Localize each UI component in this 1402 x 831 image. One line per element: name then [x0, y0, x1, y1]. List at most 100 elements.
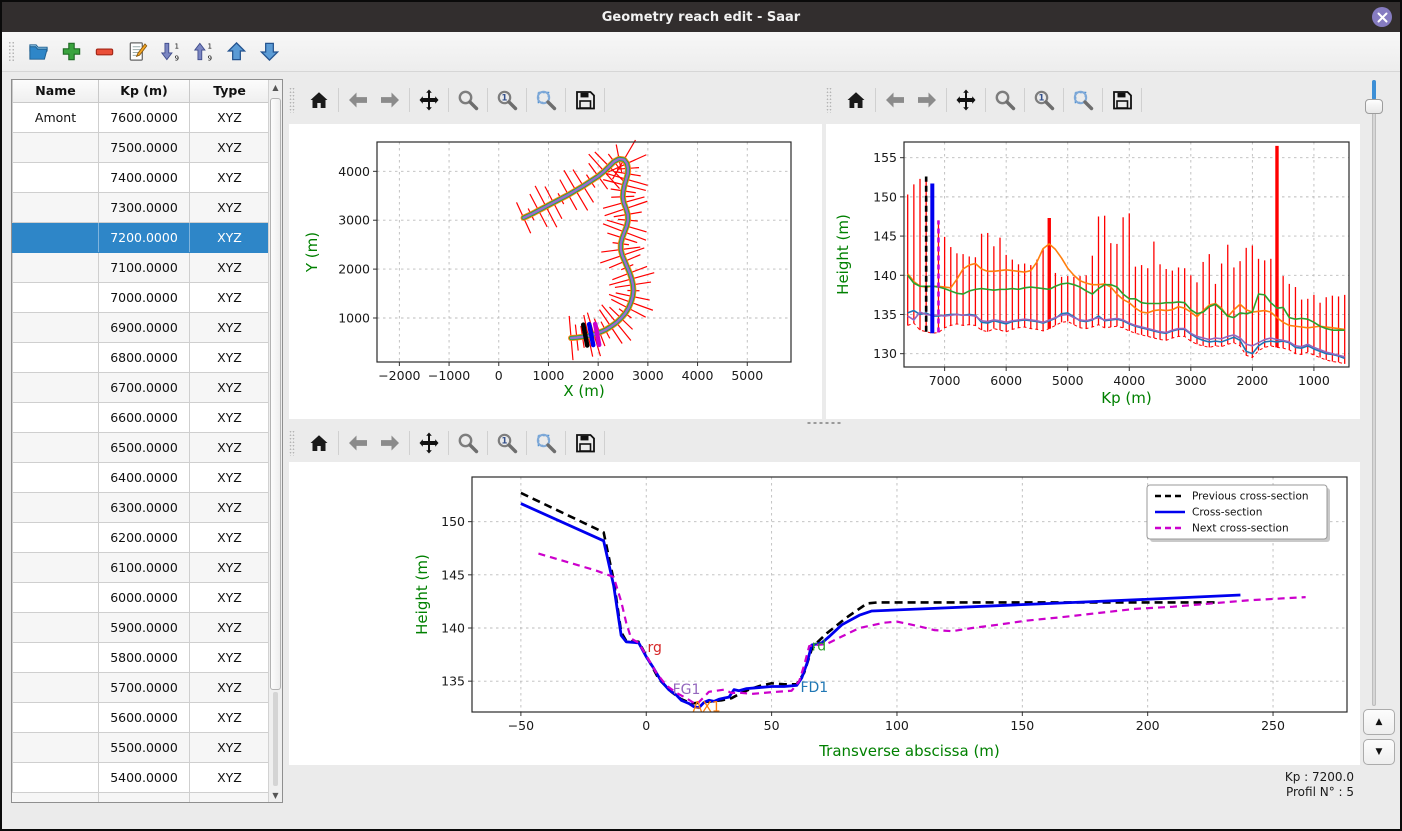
close-button[interactable]	[1372, 7, 1392, 27]
table-row[interactable]: 7100.0000 XYZ	[12, 251, 270, 283]
scroll-down-icon[interactable]: ▼	[272, 790, 279, 800]
svg-text:140: 140	[441, 620, 465, 635]
table-row[interactable]: 6100.0000 XYZ	[12, 551, 270, 583]
forward-button[interactable]	[374, 85, 406, 115]
table-row[interactable]: 5800.0000 XYZ	[12, 641, 270, 673]
table-row[interactable]: 7300.0000 XYZ	[12, 191, 270, 223]
table-row[interactable]: 6700.0000 XYZ	[12, 371, 270, 403]
edit-button[interactable]	[122, 37, 152, 67]
svg-text:1: 1	[174, 42, 179, 51]
table-row[interactable]: 7200.0000 XYZ	[12, 221, 270, 253]
zoom-one-button[interactable]: 1	[491, 428, 523, 458]
toolbar-grip[interactable]	[826, 87, 832, 113]
table-row[interactable]: Amont 7600.0000 XYZ	[12, 101, 270, 133]
toolbar-grip[interactable]	[289, 87, 295, 113]
save-button[interactable]	[1106, 85, 1138, 115]
forward-button[interactable]	[374, 428, 406, 458]
table-row[interactable]: 6600.0000 XYZ	[12, 401, 270, 433]
zoom-button[interactable]	[452, 428, 484, 458]
svg-text:50: 50	[764, 718, 780, 733]
zoom-rect-button[interactable]	[530, 428, 562, 458]
previous-profile-button[interactable]: ▲	[1363, 709, 1395, 735]
remove-row-button[interactable]	[89, 37, 119, 67]
next-profile-button[interactable]: ▼	[1363, 739, 1395, 765]
svg-text:1000: 1000	[1298, 373, 1330, 388]
svg-text:150: 150	[1010, 718, 1034, 733]
zoom-rect-button[interactable]	[530, 85, 562, 115]
back-button[interactable]	[879, 85, 911, 115]
slider-handle[interactable]	[1365, 99, 1383, 114]
zoom-rect-icon	[536, 433, 557, 454]
table-row[interactable]: 7400.0000 XYZ	[12, 161, 270, 193]
column-header-name[interactable]: Name	[12, 80, 99, 103]
column-header-kp[interactable]: Kp (m)	[98, 80, 190, 103]
back-button[interactable]	[342, 428, 374, 458]
toolbar-grip[interactable]	[289, 430, 295, 456]
long-profile-chart[interactable]: 7000 6000 5000 4000 3000 2000 1000 130 135 140 145…	[826, 124, 1360, 419]
table-row[interactable]: 5600.0000 XYZ	[12, 701, 270, 733]
zoom-icon	[458, 433, 479, 454]
zoom-button[interactable]	[989, 85, 1021, 115]
svg-text:rd: rd	[812, 638, 826, 654]
pan-button[interactable]	[413, 428, 445, 458]
pan-icon	[419, 89, 439, 111]
table-row[interactable]: 7000.0000 XYZ	[12, 281, 270, 313]
back-icon	[349, 435, 367, 451]
scrollbar-thumb[interactable]	[270, 98, 281, 690]
open-file-button[interactable]	[23, 37, 53, 67]
scroll-up-icon[interactable]: ▲	[272, 82, 279, 92]
sort-ascending-icon: 19	[193, 42, 212, 63]
window-title: Geometry reach edit - Saar	[601, 9, 801, 25]
zoom-button[interactable]	[452, 85, 484, 115]
back-icon	[886, 92, 904, 108]
splitter-handle[interactable]	[285, 419, 1362, 426]
plan-view-chart[interactable]: −2000 −1000 0 1000 2000 3000 4000 5000 1000 2000 3…	[289, 124, 822, 419]
profile-slider[interactable]	[1364, 80, 1384, 706]
pan-button[interactable]	[950, 85, 982, 115]
move-up-button[interactable]	[221, 37, 251, 67]
table-row[interactable]: 6200.0000 XYZ	[12, 521, 270, 553]
table-row[interactable]: 5400.0000 XYZ	[12, 761, 270, 793]
status-profil: Profil N° : 5	[1285, 785, 1354, 799]
save-button[interactable]	[569, 428, 601, 458]
table-row[interactable]: 6000.0000 XYZ	[12, 581, 270, 613]
svg-text:155: 155	[873, 150, 897, 165]
table-row[interactable]: 6800.0000 XYZ	[12, 341, 270, 373]
column-header-type[interactable]: Type	[189, 80, 270, 103]
save-icon	[576, 434, 595, 453]
table-row[interactable]: 5900.0000 XYZ	[12, 611, 270, 643]
save-button[interactable]	[569, 85, 601, 115]
table-row[interactable]: 7500.0000 XYZ	[12, 131, 270, 163]
home-button[interactable]	[303, 85, 335, 115]
titlebar: Geometry reach edit - Saar	[2, 2, 1400, 32]
add-row-button[interactable]	[56, 37, 86, 67]
table-row[interactable]: 5700.0000 XYZ	[12, 671, 270, 703]
svg-text:4000: 4000	[1113, 373, 1145, 388]
zoom-icon	[458, 90, 479, 111]
table-row[interactable]: 6400.0000 XYZ	[12, 461, 270, 493]
back-button[interactable]	[342, 85, 374, 115]
svg-text:9: 9	[174, 54, 179, 63]
forward-button[interactable]	[911, 85, 943, 115]
table-row[interactable]: 5500.0000 XYZ	[12, 731, 270, 763]
table-scrollbar[interactable]: ▲ ▼	[268, 80, 282, 802]
toolbar-grip[interactable]	[8, 40, 15, 63]
table-row[interactable]: 6500.0000 XYZ	[12, 431, 270, 463]
zoom-one-button[interactable]: 1	[1028, 85, 1060, 115]
zoom-one-icon: 1	[497, 90, 518, 111]
save-icon	[1113, 91, 1132, 110]
home-button[interactable]	[303, 428, 335, 458]
close-icon	[1377, 12, 1387, 22]
pan-button[interactable]	[413, 85, 445, 115]
table-row[interactable]: 6900.0000 XYZ	[12, 311, 270, 343]
svg-text:Height (m): Height (m)	[413, 554, 431, 635]
home-button[interactable]	[840, 85, 872, 115]
zoom-one-button[interactable]: 1	[491, 85, 523, 115]
cross-section-toolbar: 1	[289, 425, 608, 461]
move-down-button[interactable]	[254, 37, 284, 67]
zoom-rect-button[interactable]	[1067, 85, 1099, 115]
table-row[interactable]: 6300.0000 XYZ	[12, 491, 270, 523]
